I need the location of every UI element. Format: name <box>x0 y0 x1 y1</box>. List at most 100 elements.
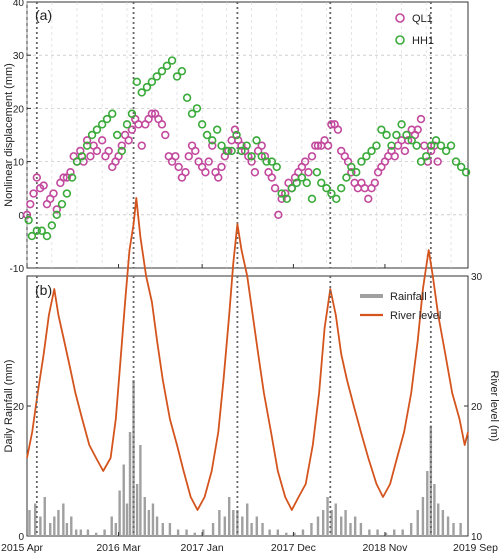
point-ql1 <box>184 152 193 161</box>
rainfall-bar <box>62 503 65 536</box>
point-ql1 <box>304 168 313 177</box>
point-hh1 <box>62 189 72 198</box>
rainfall-bar <box>452 523 455 536</box>
point-ql1 <box>191 146 200 156</box>
point-ql1 <box>217 162 226 172</box>
point-hh1 <box>212 125 222 134</box>
point-hh1 <box>182 93 192 102</box>
legend-label-hh1: HH1 <box>412 35 434 47</box>
point-hh1 <box>347 162 356 172</box>
point-hh1 <box>208 136 217 145</box>
point-hh1 <box>397 120 406 129</box>
rainfall-bar <box>368 529 371 536</box>
point-hh1 <box>162 61 172 71</box>
rainfall-bar <box>79 529 83 536</box>
point-hh1 <box>412 141 421 150</box>
point-hh1 <box>436 141 446 150</box>
rainfall-bar <box>103 529 106 536</box>
rainfall-bar <box>114 523 118 536</box>
point-hh1 <box>267 157 277 166</box>
point-hh1 <box>337 184 346 193</box>
panel-a-y-axis-label: Nonlinear displacement (mm) <box>3 63 15 207</box>
point-ql1 <box>270 184 280 193</box>
point-hh1 <box>262 157 271 166</box>
point-hh1 <box>297 173 307 182</box>
point-ql1 <box>171 152 180 161</box>
point-ql1 <box>433 157 442 166</box>
panel-b-right-axis-label: River level (m) <box>488 371 500 442</box>
point-hh1 <box>416 157 426 166</box>
point-hh1 <box>42 231 52 241</box>
rainfall-bar <box>359 523 363 536</box>
rainfall-bar <box>232 510 235 536</box>
rainfall-bar <box>151 503 155 536</box>
point-ql1 <box>59 173 68 182</box>
point-hh1 <box>157 66 167 76</box>
rainfall-bar <box>330 510 333 536</box>
rainfall-bar <box>202 529 205 536</box>
panel-a-grid <box>26 2 468 268</box>
rainfall-bar <box>446 516 450 536</box>
x-tick-label: 2017 Dec <box>271 542 316 554</box>
point-hh1 <box>192 104 202 113</box>
rainfall-bar <box>53 516 56 536</box>
point-hh1 <box>451 157 461 166</box>
point-ql1 <box>370 178 380 188</box>
rainfall-bar <box>441 510 445 536</box>
point-ql1 <box>127 125 137 134</box>
point-hh1 <box>197 120 207 129</box>
point-ql1 <box>29 189 38 198</box>
point-ql1 <box>66 168 75 177</box>
panel-a: -10 0 10 20 30 40 (a) Nonlinear displacement … <box>3 0 471 275</box>
point-ql1 <box>208 141 217 150</box>
rainfall-bar <box>57 510 60 536</box>
point-hh1 <box>367 146 376 156</box>
point-hh1 <box>402 130 411 140</box>
point-hh1 <box>177 66 187 76</box>
point-hh1 <box>352 168 361 177</box>
rainfall-bar <box>340 516 343 536</box>
rainfall-bar <box>185 529 188 536</box>
x-tick-label: 2015 Apr <box>1 542 44 554</box>
point-ql1 <box>230 125 240 134</box>
rainfall-bar <box>310 523 313 536</box>
point-ql1 <box>157 120 167 129</box>
panel-a-frame <box>26 1 469 269</box>
rainfall-bar <box>49 523 52 536</box>
point-hh1 <box>426 141 436 150</box>
panel-b-vertical-markers <box>35 276 432 536</box>
rainfall-bar <box>376 529 379 536</box>
rainfall-bar <box>276 529 280 536</box>
point-ql1 <box>400 146 410 156</box>
rainfall-bar <box>147 510 151 536</box>
point-hh1 <box>108 109 117 118</box>
point-ql1 <box>260 152 270 161</box>
rainfall-bar <box>321 510 325 536</box>
point-ql1 <box>247 157 256 166</box>
point-ql1 <box>39 181 48 190</box>
right-y-tick-label: 30 <box>471 272 483 283</box>
panel-a-y-ticks: -10 0 10 20 30 40 <box>10 0 31 275</box>
point-hh1 <box>202 130 212 140</box>
legend-marker-hh1 <box>395 35 405 45</box>
rainfall-bar <box>353 516 357 536</box>
point-ql1 <box>137 141 146 150</box>
point-ql1 <box>327 120 336 129</box>
point-hh1 <box>142 82 152 92</box>
point-hh1 <box>24 215 33 225</box>
rainfall-bar <box>316 516 320 536</box>
right-y-tick-label: 10 <box>471 532 483 543</box>
point-ql1 <box>204 157 213 166</box>
point-ql1 <box>49 189 58 198</box>
rainfall-bar <box>401 529 404 536</box>
y-tick-label: 20 <box>13 104 25 115</box>
x-tick-label: 2016 Mar <box>96 542 141 554</box>
panel-b-rainfall-bars <box>28 380 462 536</box>
point-hh1 <box>302 178 311 188</box>
rainfall-bar <box>128 432 132 536</box>
point-hh1 <box>317 178 326 188</box>
rainfall-bar <box>211 523 215 536</box>
y-tick-label: 10 <box>13 158 25 169</box>
point-hh1 <box>287 184 296 193</box>
point-ql1 <box>181 168 190 177</box>
